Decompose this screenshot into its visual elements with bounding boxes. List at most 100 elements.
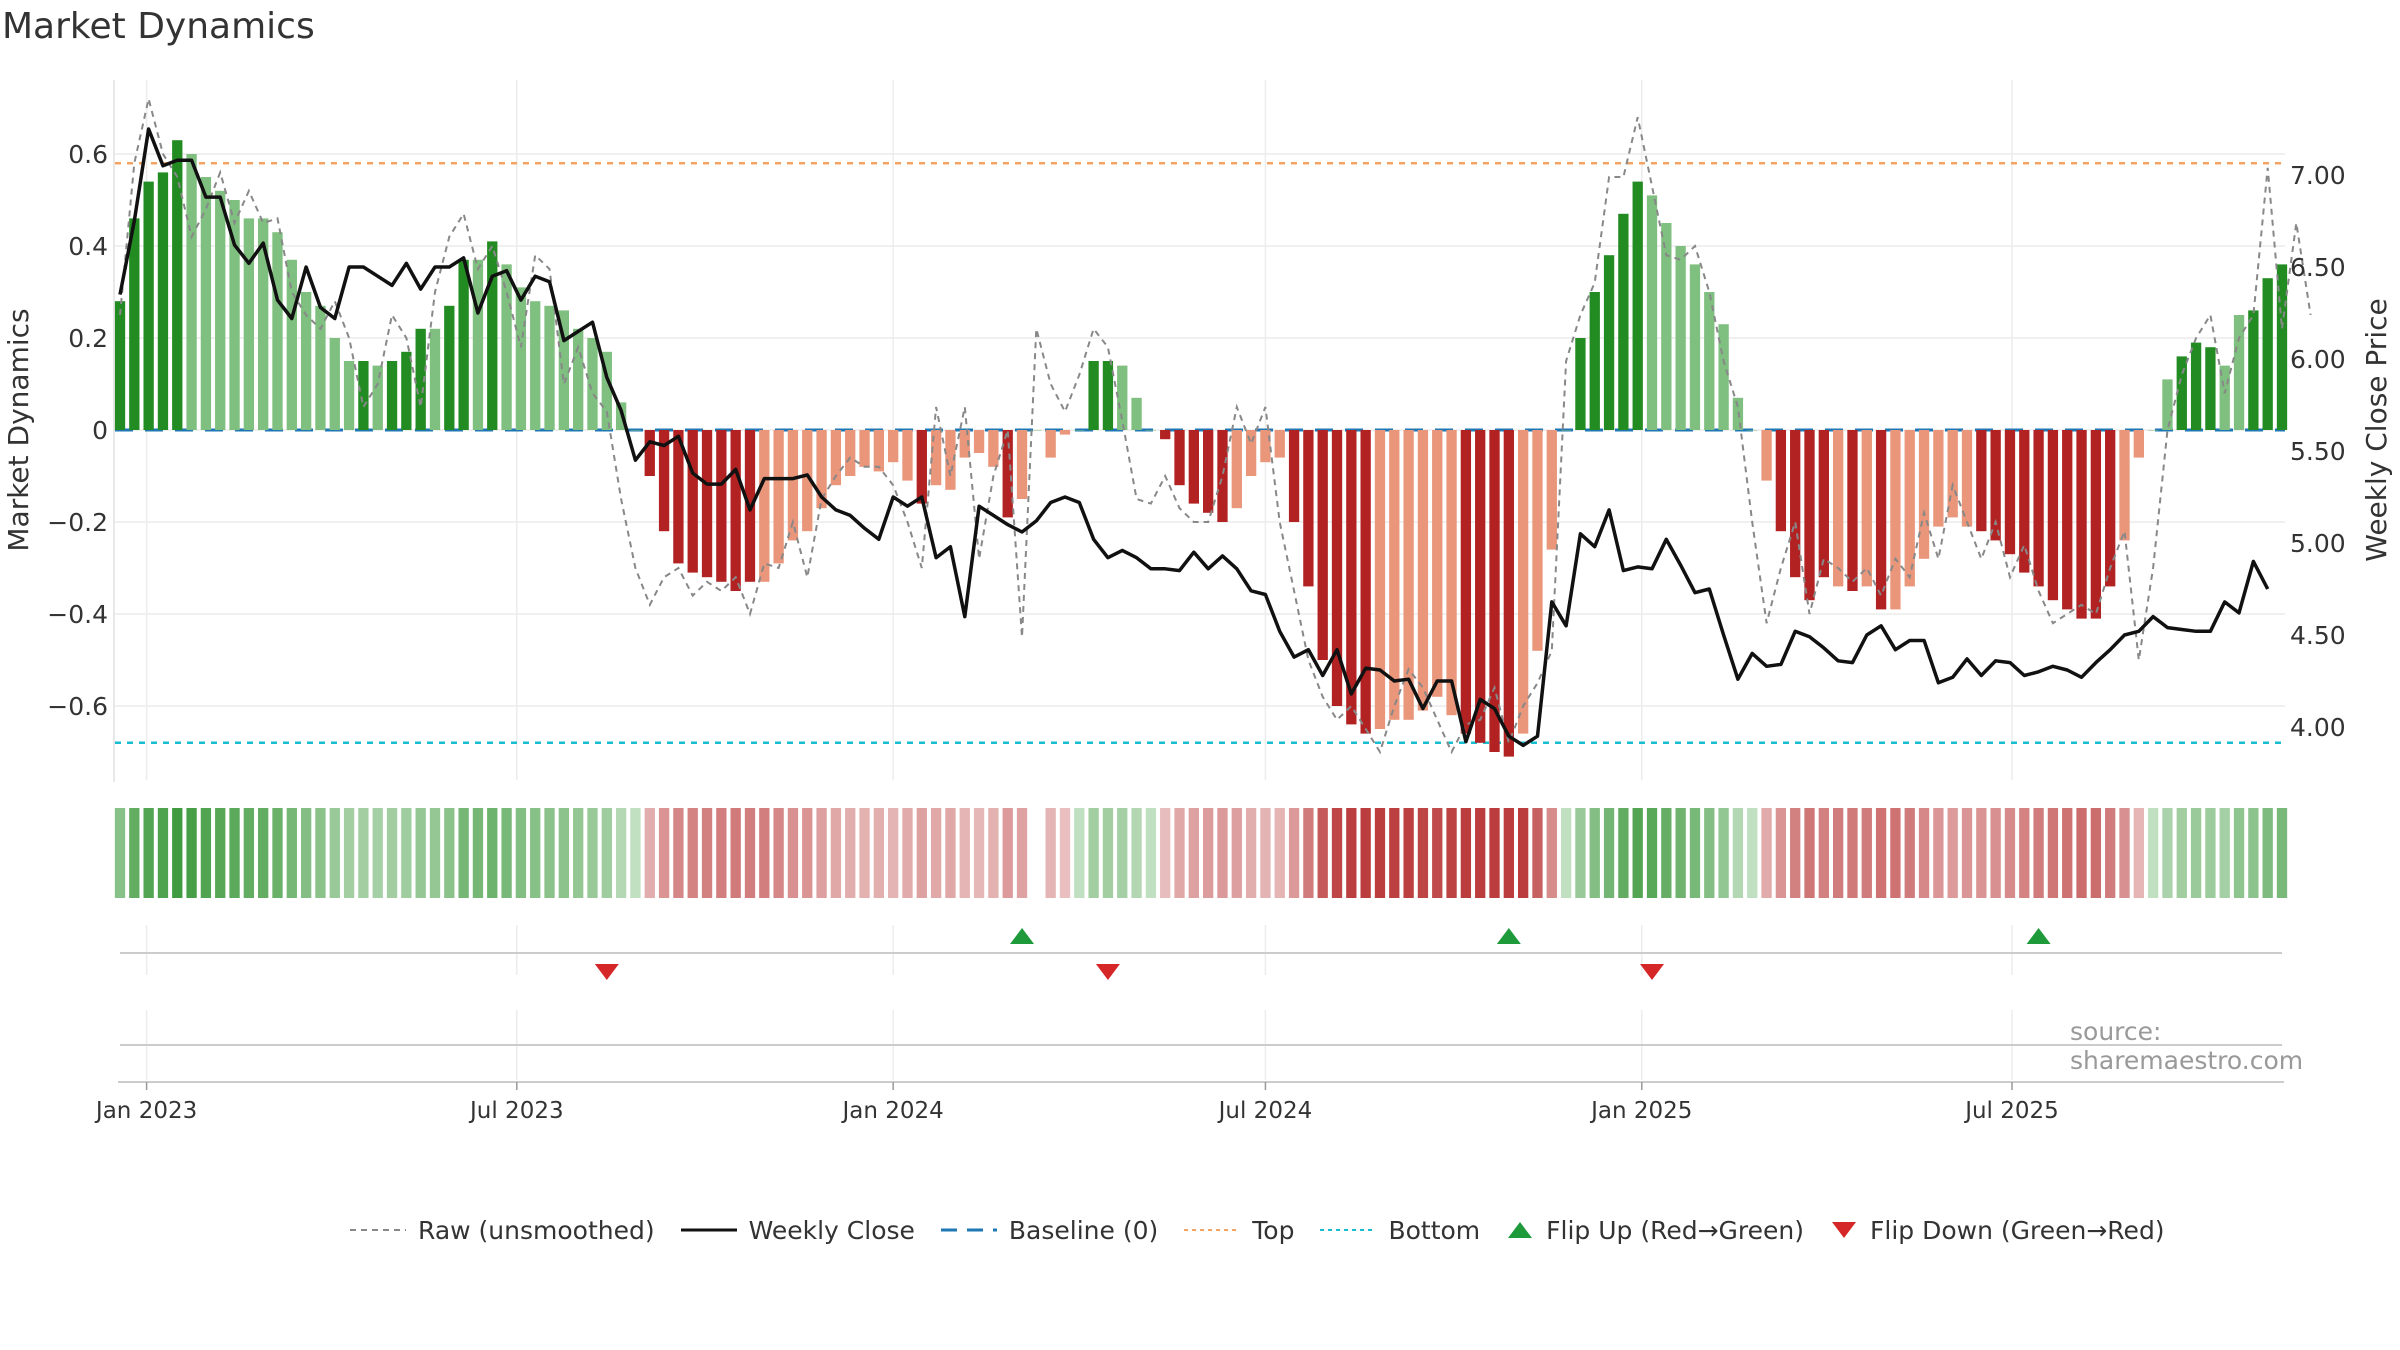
dynamics-bar (343, 361, 355, 430)
dynamics-bar (2004, 430, 2016, 555)
strength-cell (129, 808, 140, 898)
legend-swatch-raw (350, 1229, 406, 1231)
strength-cell (1947, 808, 1958, 898)
dynamics-bar (501, 264, 512, 430)
strength-cell (2133, 808, 2144, 898)
dynamics-bar (2047, 430, 2059, 601)
strength-cell (615, 808, 627, 898)
dynamics-bar (1475, 430, 1486, 743)
strength-cell (2162, 808, 2173, 898)
dynamics-bar (587, 338, 598, 430)
dynamics-bar (1990, 430, 2001, 541)
dynamics-bar (687, 430, 698, 573)
flip-down-marker (594, 964, 619, 980)
legend: Raw (unsmoothed) Weekly Close Baseline (… (350, 1210, 2191, 1250)
strength-cell (2047, 808, 2059, 898)
strength-cell (1875, 808, 1887, 898)
y-tick-label: 0.6 (68, 140, 108, 169)
dynamics-bar (243, 218, 255, 430)
dynamics-bar (200, 177, 212, 430)
strength-cell (243, 808, 255, 898)
strength-cell (1117, 808, 1128, 898)
y-tick-label: −0.2 (47, 508, 108, 537)
strength-cell (1217, 808, 1228, 898)
dynamics-bar (1618, 213, 1629, 430)
strength-cell (1016, 808, 1028, 898)
dynamics-bar (429, 328, 441, 430)
dynamics-bar (1589, 292, 1600, 430)
x-axis: Jan 2023 Jul 2023 Jan 2024 Jul 2024 Jan 2025… (94, 1044, 2284, 1124)
legend-item-top: Top (1184, 1216, 1294, 1245)
dynamics-bar (1231, 430, 1242, 509)
strength-cell (1961, 808, 1973, 898)
dynamics-bar (2276, 264, 2288, 430)
y-right-tick-label: 7.00 (2290, 161, 2346, 190)
x-tick-label: Jan 2025 (1589, 1098, 1692, 1124)
strength-cell (2262, 808, 2273, 898)
dynamics-bar (1331, 430, 1343, 706)
dynamics-bar (1747, 430, 1758, 431)
y-right-axis-title: Weekly Close Price (2360, 298, 2393, 561)
dynamics-bar (759, 430, 770, 582)
strength-cell (2019, 808, 2030, 898)
strength-strip (114, 808, 2288, 898)
dynamics-bar (2119, 430, 2130, 541)
strength-cell (759, 808, 770, 898)
dynamics-bar (1961, 430, 1973, 527)
strength-cell (730, 808, 741, 898)
dynamics-bar (143, 181, 154, 430)
strength-cell (1160, 808, 1171, 898)
dynamics-bar (401, 351, 412, 430)
strength-cell (114, 808, 126, 898)
strength-cell (401, 808, 412, 898)
weekly-close-series (118, 127, 2270, 748)
dynamics-bar (544, 305, 555, 430)
strength-cell (515, 808, 527, 898)
strength-cell (1589, 808, 1600, 898)
dynamics-bar (157, 172, 169, 430)
strength-cell (1303, 808, 1314, 898)
dynamics-bar (172, 140, 183, 430)
strength-cell (186, 808, 197, 898)
legend-item-flip-up: Flip Up (Red→Green) (1506, 1216, 1804, 1245)
strength-cell (888, 808, 899, 898)
dynamics-bar (630, 430, 641, 431)
dynamics-bar (930, 430, 942, 486)
x-tick-label: Jul 2023 (468, 1098, 564, 1124)
dynamics-bar (558, 310, 570, 430)
strength-cell (1059, 808, 1071, 898)
strength-cell (816, 808, 827, 898)
strength-cell (1288, 808, 1300, 898)
strength-cell (1575, 808, 1586, 898)
strength-cell (1231, 808, 1242, 898)
source-label: source: sharemaestro.com (2070, 1017, 2304, 1075)
strength-cell (1904, 808, 1915, 898)
dynamics-bar (1274, 430, 1285, 458)
dynamics-bar (573, 328, 584, 430)
strength-cell (859, 808, 870, 898)
legend-label-flip-down: Flip Down (Green→Red) (1870, 1215, 2165, 1245)
legend-swatch-close (680, 1228, 737, 1232)
dynamics-bar (1575, 338, 1586, 430)
dynamics-bar (114, 301, 126, 430)
dynamics-bar (458, 259, 469, 430)
strength-cell (1761, 808, 1772, 898)
dynamics-bar (716, 430, 727, 582)
strength-cell (1188, 808, 1199, 898)
x-tick-label: Jul 2024 (1217, 1098, 1313, 1124)
dynamics-bar (1603, 255, 1615, 430)
strength-cell (2090, 808, 2102, 898)
strength-cell (1346, 808, 1357, 898)
flip-down-marker (1640, 964, 1665, 980)
strength-cell (1274, 808, 1285, 898)
dynamics-bar (1031, 430, 1042, 431)
strength-cell (973, 808, 985, 898)
dynamics-bar (2190, 342, 2202, 430)
strength-cell (1131, 808, 1142, 898)
dynamics-bar (1503, 430, 1514, 757)
strength-cell (2276, 808, 2288, 898)
dynamics-bar (1317, 430, 1328, 660)
dynamics-bar (1460, 430, 1472, 734)
dynamics-bar (1904, 430, 1915, 587)
x-tick-label: Jul 2025 (1963, 1098, 2059, 1124)
